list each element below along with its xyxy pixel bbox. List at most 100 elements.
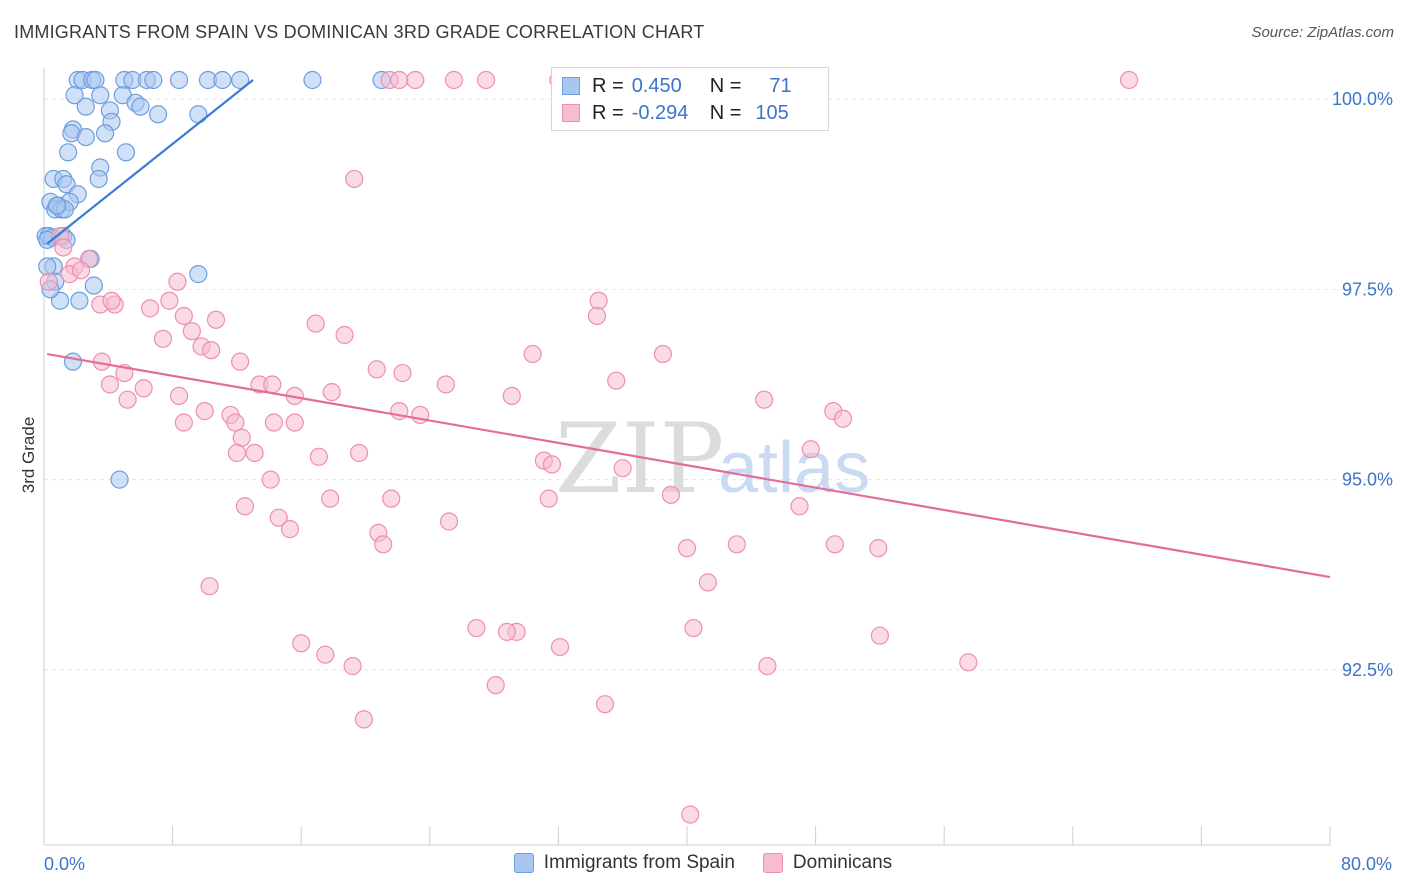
dominican-point: [959, 653, 978, 672]
dominican-point: [869, 539, 888, 558]
spain-point: [91, 86, 110, 105]
y-tick-label: 95.0%: [1342, 470, 1393, 490]
dominican-point: [153, 329, 173, 348]
dominican-point: [343, 657, 362, 676]
dominican-point: [71, 261, 91, 280]
dominican-point: [140, 299, 160, 318]
legend-label: Immigrants from Spain: [543, 852, 735, 873]
dominican-point: [322, 382, 341, 402]
dominican-point: [758, 657, 777, 676]
dominican-point: [261, 470, 280, 489]
watermark-atlas: atlas: [718, 428, 870, 508]
spain-point: [303, 70, 322, 90]
dominican-point: [677, 539, 697, 558]
dominican-point: [595, 695, 615, 714]
spain-point: [95, 124, 115, 143]
y-tick-label: 100.0%: [1332, 89, 1393, 109]
n-value: 71: [769, 74, 792, 97]
spain-point: [63, 352, 83, 371]
dominican-point: [681, 805, 700, 824]
spain-point: [149, 105, 168, 124]
dominican-point: [367, 360, 386, 379]
dominican-point: [698, 573, 717, 592]
x-tick-label: 0.0%: [44, 854, 85, 874]
spain-point: [116, 143, 136, 162]
dominican-point: [182, 322, 201, 341]
dominican-point: [39, 272, 58, 291]
spain-point: [38, 257, 57, 276]
dominican-point: [539, 489, 558, 508]
spain-point: [84, 276, 103, 295]
dominicans-swatch: [562, 104, 580, 122]
dominican-point: [349, 443, 369, 463]
dominican-point: [476, 70, 496, 90]
dominican-point: [232, 428, 251, 447]
dominican-point: [727, 535, 746, 554]
y-tick-label: 97.5%: [1342, 279, 1393, 299]
dominican-point: [374, 535, 393, 554]
spain-swatch: [562, 77, 580, 95]
dominican-point: [263, 375, 282, 394]
r-label: R =: [592, 74, 624, 97]
dominican-point: [587, 306, 607, 326]
dominican-point: [467, 618, 486, 638]
dominican-point: [335, 325, 354, 345]
r-value: 0.450: [631, 74, 682, 97]
dominican-point: [653, 344, 672, 364]
spain-point: [189, 105, 208, 124]
r-value: -0.294: [631, 101, 689, 124]
n-label: N =: [709, 101, 742, 124]
dominican-point: [226, 413, 245, 432]
r-label: R =: [592, 101, 624, 124]
dominican-point: [486, 676, 505, 695]
dominican-point: [206, 310, 226, 329]
dominican-point: [245, 443, 264, 463]
spain-point: [86, 70, 105, 90]
trend-lines: [46, 79, 1331, 579]
tick-labels: 100.0% 97.5% 95.0% 92.5% 0.0% 80.0%: [44, 89, 1393, 874]
legend-item-dominicans: Dominicans: [762, 852, 893, 874]
dominican-point: [102, 291, 121, 310]
dominican-point: [1119, 70, 1139, 90]
dominican-point: [406, 70, 425, 90]
dominican-point: [264, 413, 283, 432]
chart-title: IMMIGRANTS FROM SPAIN VS DOMINICAN 3RD G…: [14, 22, 705, 42]
dominican-point: [354, 710, 373, 729]
dominican-point: [292, 634, 311, 653]
dominican-point: [280, 520, 300, 539]
stats-row-spain: R = 0.450 N = 71: [562, 73, 792, 99]
series-legend: Immigrants from Spain Dominicans: [0, 852, 1406, 874]
dominican-point: [661, 485, 681, 504]
dominican-point: [684, 618, 703, 638]
dominican-point: [390, 70, 409, 90]
dominican-point: [231, 352, 250, 371]
dominican-point: [321, 489, 340, 508]
dominican-point: [227, 443, 246, 463]
dominicans-legend-swatch: [762, 853, 783, 873]
n-value: 105: [755, 101, 789, 124]
dominican-point: [316, 645, 335, 664]
spain-point: [65, 86, 84, 105]
spain-point: [189, 265, 208, 284]
spain-point: [213, 70, 232, 90]
dominican-point: [174, 413, 193, 432]
watermark-zip: ZIP: [555, 403, 724, 515]
spain-point: [47, 196, 66, 215]
dominican-point: [118, 390, 137, 409]
gridlines: [44, 98, 1392, 671]
dominican-point: [825, 535, 844, 554]
dominican-point: [168, 272, 187, 291]
legend-item-spain: Immigrants from Spain: [513, 852, 735, 874]
x-tick-label: 80.0%: [1341, 854, 1392, 874]
legend-label: Dominicans: [792, 852, 893, 873]
dominican-point: [235, 497, 255, 516]
spain-point: [89, 169, 108, 189]
axes: [43, 68, 1331, 846]
dominican-point: [269, 508, 288, 527]
dominican-point: [134, 379, 153, 398]
dominican-trend-line: [47, 352, 1331, 579]
dominican-point: [174, 306, 193, 326]
dominican-point: [439, 512, 459, 531]
dominican-point: [436, 375, 455, 394]
